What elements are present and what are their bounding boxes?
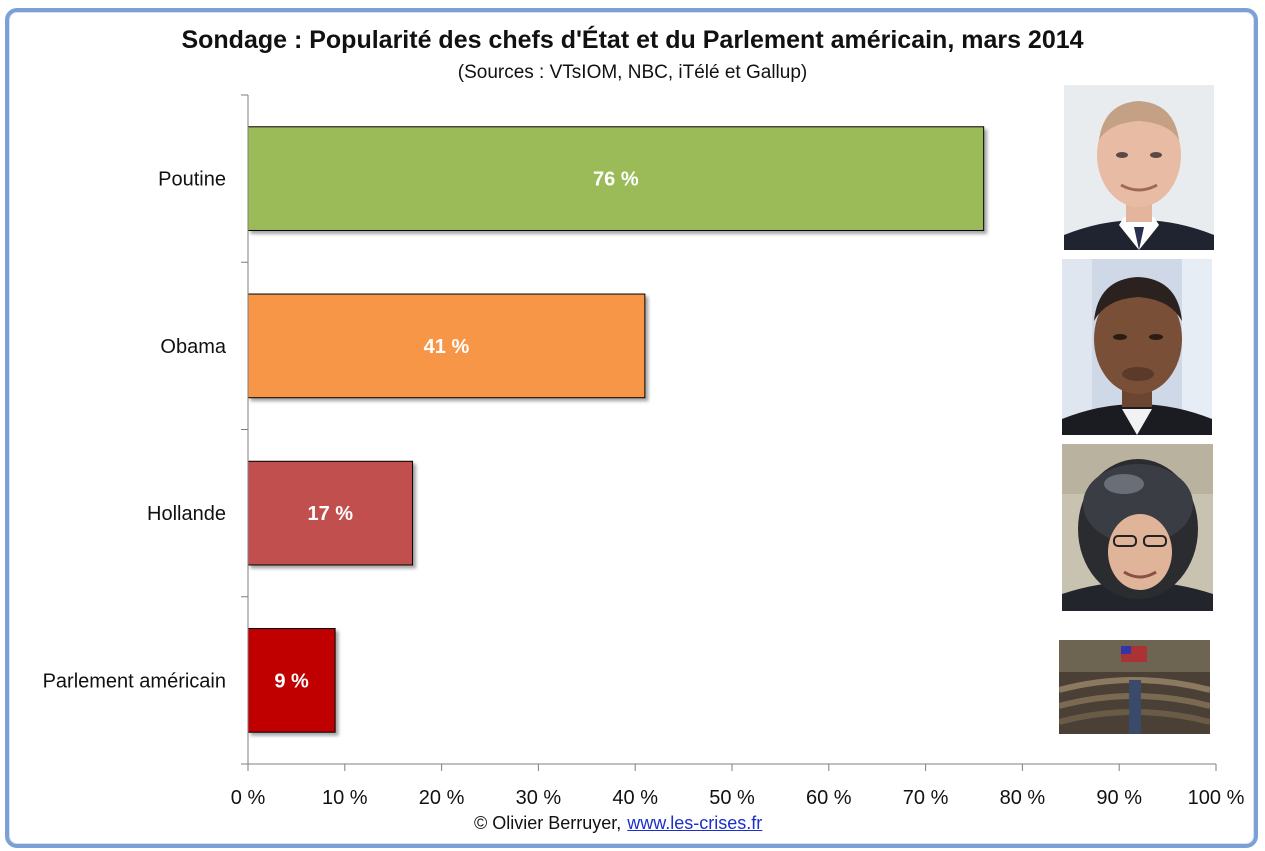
x-tick-label: 10 % <box>322 787 368 809</box>
bar-value-label: 76 % <box>593 169 639 191</box>
category-label: Poutine <box>158 169 226 191</box>
credit-line: © Olivier Berruyer, www.les-crises.fr <box>468 810 769 836</box>
x-tick-label: 30 % <box>516 787 562 809</box>
congress-photo <box>1059 640 1210 734</box>
putin-photo <box>1064 85 1214 250</box>
x-tick-label: 100 % <box>1188 787 1245 809</box>
bar-value-label: 17 % <box>307 503 353 525</box>
website-link[interactable]: www.les-crises.fr <box>627 813 763 833</box>
category-label: Hollande <box>147 503 226 525</box>
chart-title: Sondage : Popularité des chefs d'État et… <box>181 26 1084 54</box>
x-tick-label: 70 % <box>903 787 949 809</box>
bar-4 <box>247 628 336 733</box>
obama-photo <box>1062 259 1212 435</box>
bar-value-label: 41 % <box>424 336 470 358</box>
x-tick-label: 60 % <box>806 787 852 809</box>
x-tick-label: 50 % <box>709 787 755 809</box>
chart-subtitle: (Sources : VTsIOM, NBC, iTélé et Gallup) <box>457 62 808 83</box>
bar-3 <box>247 460 414 566</box>
category-label: Parlement américain <box>43 670 226 692</box>
x-tick-label: 90 % <box>1096 787 1142 809</box>
x-tick-label: 20 % <box>419 787 465 809</box>
bar-value-label: 9 % <box>274 670 309 692</box>
hollande-photo <box>1062 444 1213 611</box>
bar-2 <box>247 293 646 399</box>
x-tick-label: 0 % <box>231 787 266 809</box>
author-credit: © Olivier Berruyer, <box>474 813 622 833</box>
x-tick-label: 40 % <box>612 787 658 809</box>
category-label: Obama <box>160 336 226 358</box>
x-tick-label: 80 % <box>1000 787 1046 809</box>
bar-1 <box>247 126 985 231</box>
